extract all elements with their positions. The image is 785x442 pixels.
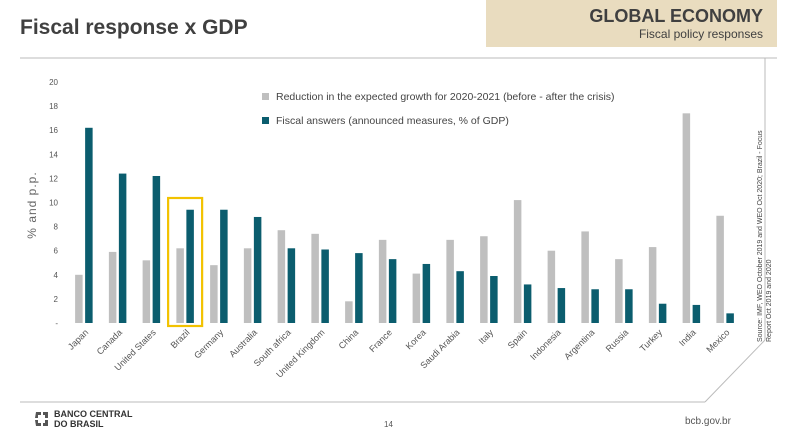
bar-fiscal-answer	[118, 173, 127, 323]
bar-growth-reduction	[513, 200, 522, 323]
bar-fiscal-answer	[658, 303, 667, 323]
y-tick-label: 16	[49, 126, 58, 135]
bar-growth-reduction	[142, 260, 151, 323]
y-axis: - 2 4 6 8 10 12 14 16 18 20	[49, 78, 58, 328]
bar-fiscal-answer	[490, 276, 498, 323]
x-tick-label: Germany	[192, 327, 226, 361]
bar-fiscal-answer	[422, 263, 431, 323]
page-title: Fiscal response x GDP	[20, 16, 248, 39]
x-tick-label: Italy	[477, 327, 496, 346]
bar-fiscal-answer	[388, 259, 397, 323]
bar-growth-reduction	[480, 236, 488, 323]
legend-label: Fiscal answers (announced measures, % of…	[276, 115, 509, 127]
frame-diagonal-line	[704, 339, 766, 403]
bar-growth-reduction	[378, 239, 387, 323]
bar-fiscal-answer	[692, 304, 701, 323]
bar-growth-reduction	[311, 233, 319, 323]
bar-fiscal-answer	[726, 313, 734, 323]
x-tick-label: Canada	[95, 327, 124, 356]
y-tick-label: 20	[49, 78, 58, 87]
page-number: 14	[384, 420, 393, 429]
y-tick-label: 18	[49, 102, 58, 111]
source-note: Source: IMF, WEO October 2019 and WEO Oc…	[756, 130, 774, 342]
bar-fiscal-answer	[557, 288, 566, 323]
source-note-line-1: Source: IMF, WEO October 2019 and WEO Oc…	[757, 130, 764, 342]
y-tick-label: 8	[54, 223, 59, 232]
bar-growth-reduction	[446, 239, 454, 323]
bar-fiscal-answer	[625, 289, 633, 323]
x-tick-label: India	[677, 327, 698, 348]
y-tick-label: -	[55, 319, 58, 328]
section-banner: GLOBAL ECONOMY Fiscal policy responses	[486, 0, 777, 47]
bar-growth-reduction	[108, 251, 117, 323]
bar-growth-reduction	[682, 113, 691, 323]
y-tick-label: 4	[54, 271, 59, 280]
bar-fiscal-answer	[152, 175, 161, 323]
bar-fiscal-answer	[456, 271, 464, 323]
bar-growth-reduction	[412, 273, 421, 323]
x-tick-label: Japan	[66, 327, 90, 351]
section-title: GLOBAL ECONOMY	[589, 6, 763, 26]
x-tick-label: Russia	[604, 327, 631, 354]
x-tick-label: China	[337, 327, 361, 351]
y-tick-label: 6	[54, 247, 59, 256]
bank-logo-icon	[35, 412, 48, 426]
bar-growth-reduction	[547, 250, 556, 323]
bar-fiscal-answer	[253, 216, 262, 323]
x-tick-label: Korea	[404, 327, 428, 351]
y-tick-label: 14	[49, 150, 58, 159]
bars	[75, 113, 734, 328]
bar-growth-reduction	[581, 231, 589, 323]
x-tick-label: Mexico	[704, 327, 731, 354]
bank-logo: BANCO CENTRAL DO BRASIL	[34, 409, 133, 429]
y-tick-label: 12	[49, 174, 58, 183]
legend-swatch	[262, 93, 269, 100]
x-tick-label: France	[367, 327, 394, 354]
x-tick-label: Argentina	[562, 327, 596, 361]
bar-growth-reduction	[716, 215, 724, 323]
bar-growth-reduction	[243, 248, 252, 323]
section-subtitle: Fiscal policy responses	[638, 27, 763, 41]
legend-swatch	[262, 117, 269, 124]
site-link[interactable]: bcb.gov.br	[685, 416, 731, 427]
legend: Reduction in the expected growth for 202…	[262, 91, 615, 127]
bar-fiscal-answer	[186, 209, 194, 323]
x-tick-label: Spain	[506, 327, 529, 350]
bar-fiscal-answer	[355, 253, 363, 323]
bar-growth-reduction	[345, 301, 353, 323]
y-tick-label: 10	[49, 199, 58, 208]
x-tick-label: Australia	[227, 327, 259, 359]
bar-fiscal-answer	[220, 209, 228, 323]
bar-fiscal-answer	[85, 127, 93, 323]
source-note-line-2: Report Oct 2019 and 2020	[766, 259, 773, 342]
bar-growth-reduction	[176, 248, 184, 323]
logo-line-2: DO BRASIL	[54, 419, 104, 429]
x-tick-label: Brazil	[169, 327, 192, 350]
bar-fiscal-answer	[591, 289, 599, 323]
bar-fiscal-answer	[287, 248, 296, 323]
bar-growth-reduction	[75, 274, 83, 323]
y-tick-label: 2	[54, 295, 59, 304]
bar-growth-reduction	[615, 259, 623, 323]
y-axis-label: % and p.p.	[25, 171, 39, 238]
x-tick-label: Turkey	[638, 327, 665, 354]
chart-frame-lines	[20, 57, 777, 403]
legend-label: Reduction in the expected growth for 202…	[276, 91, 615, 103]
bar-fiscal-answer	[523, 284, 532, 323]
highlight-box-brazil	[167, 196, 204, 328]
bar-growth-reduction	[648, 247, 657, 323]
bar-growth-reduction	[210, 265, 218, 323]
logo-line-1: BANCO CENTRAL	[54, 409, 133, 419]
x-tick-label: Indonesia	[528, 327, 563, 362]
bar-growth-reduction	[277, 230, 286, 323]
bar-fiscal-answer	[321, 249, 329, 323]
